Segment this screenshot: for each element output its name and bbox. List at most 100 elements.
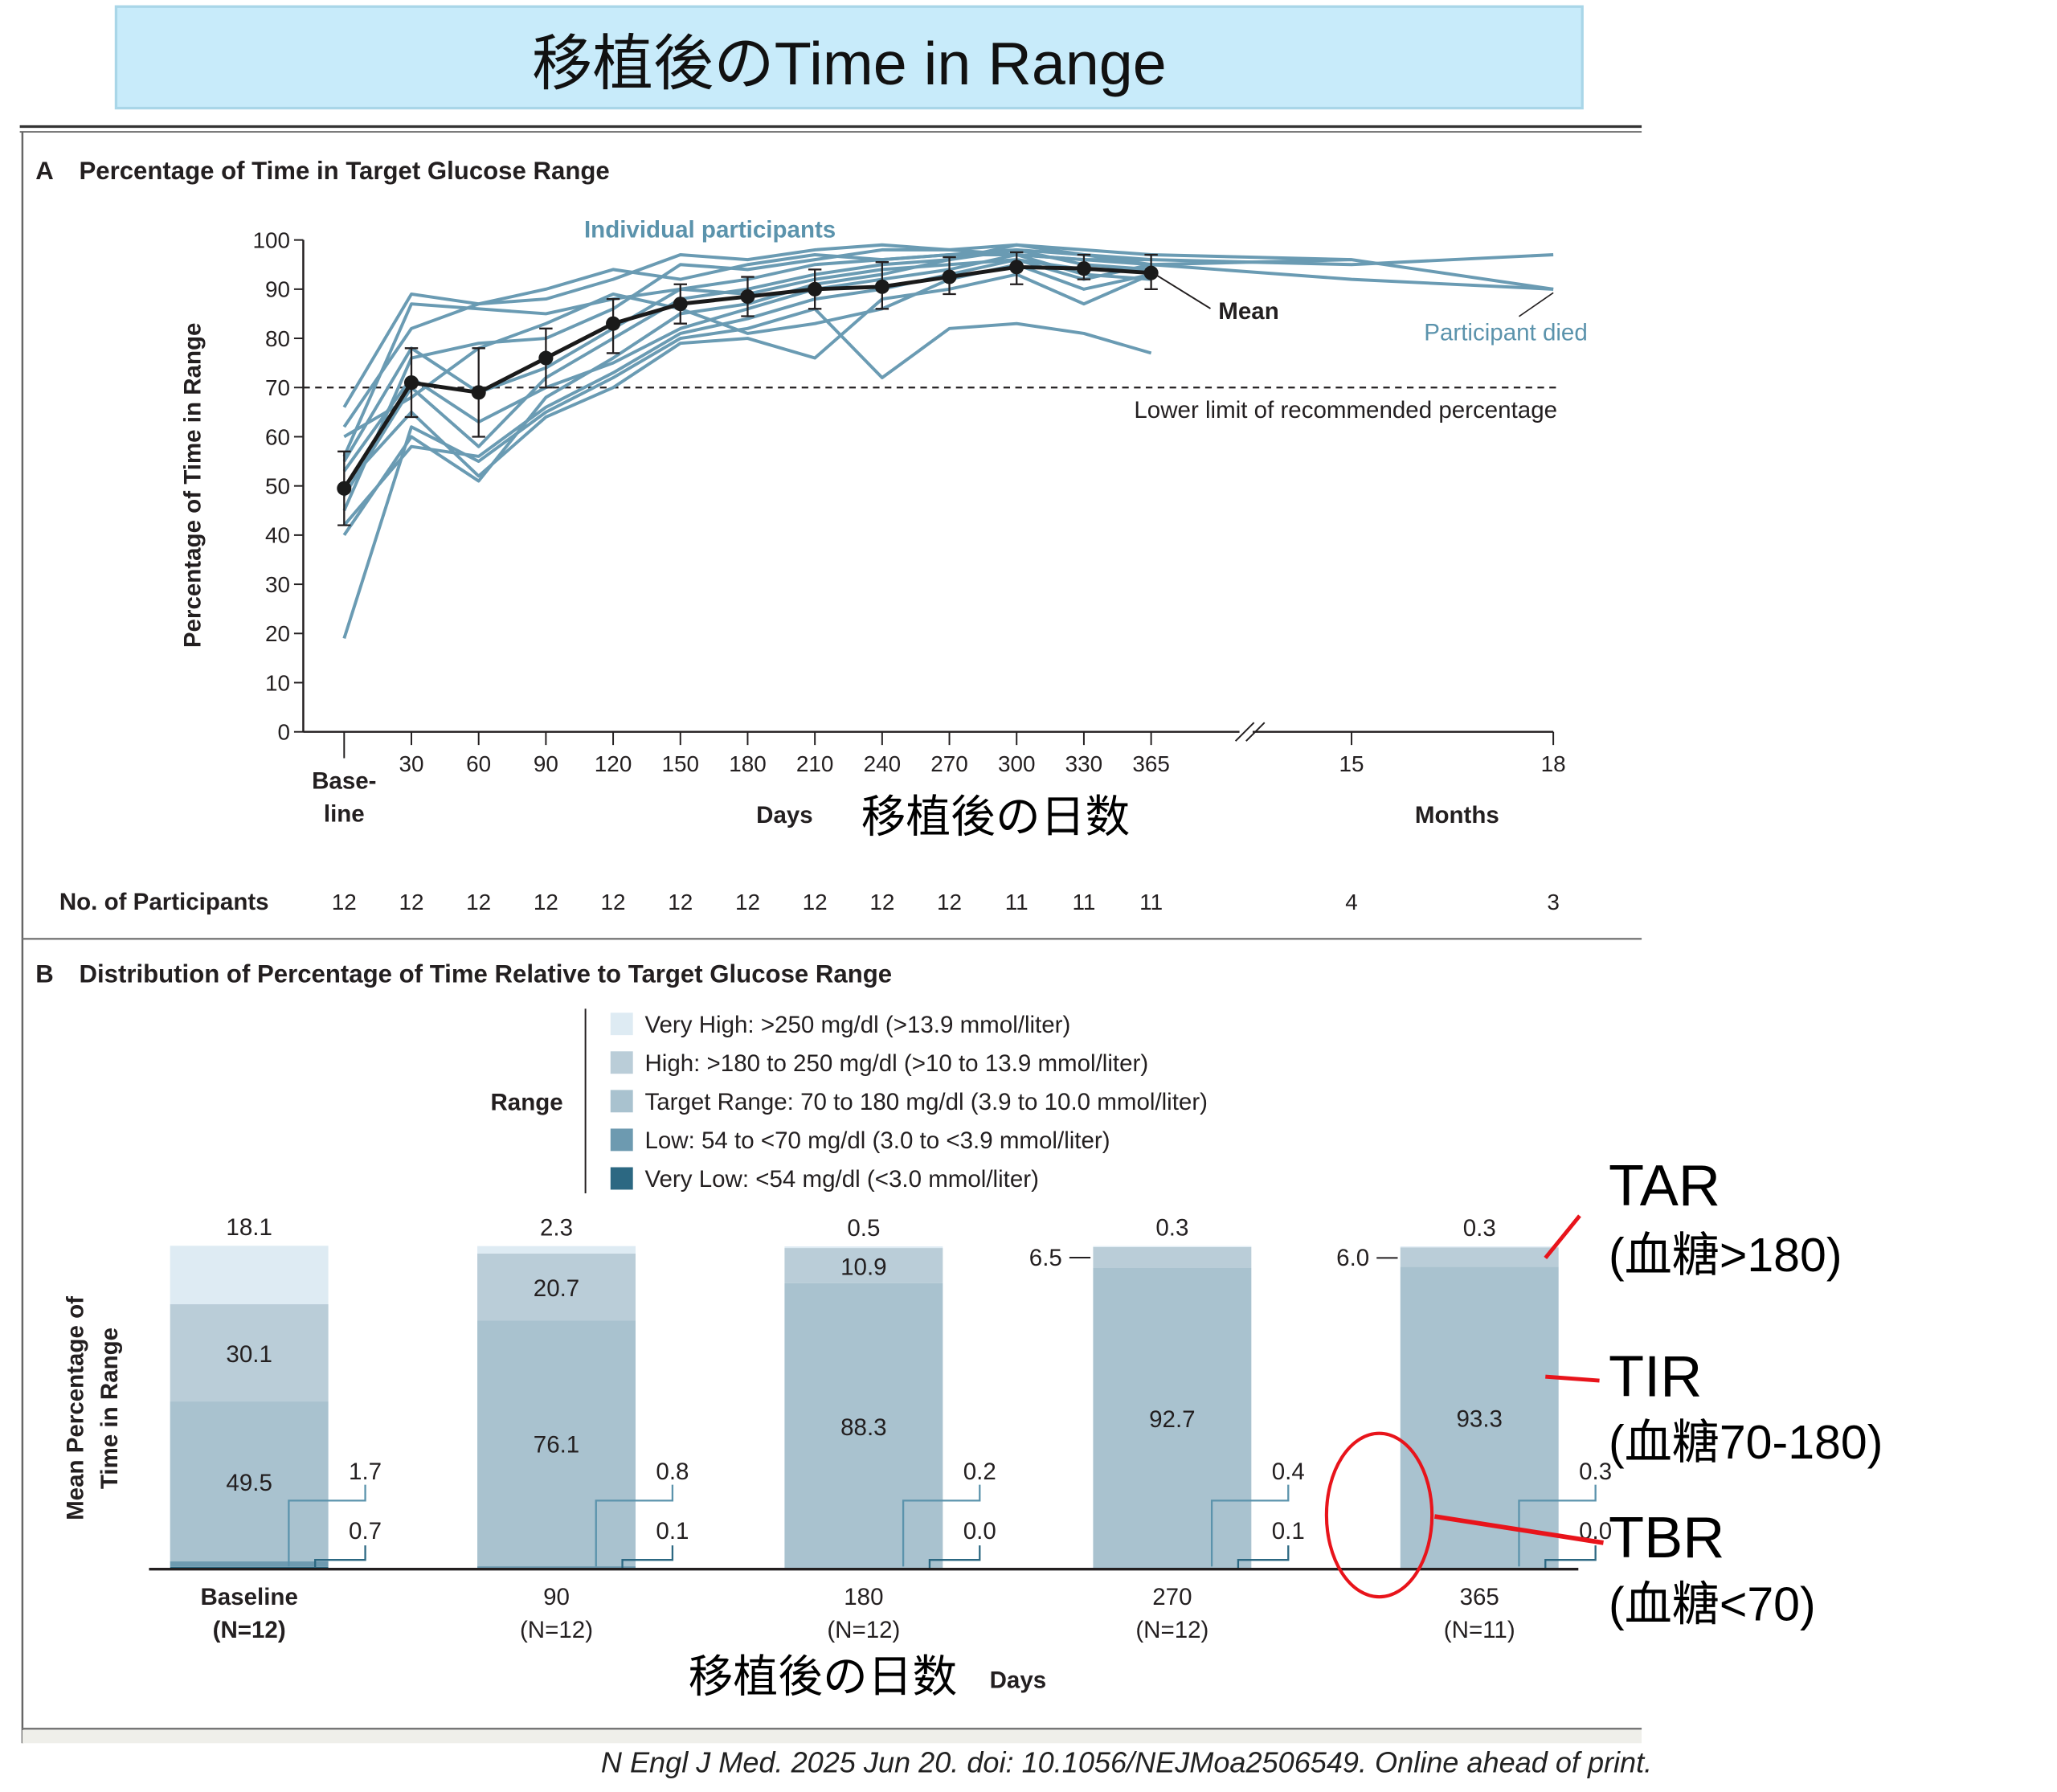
mean-point (740, 289, 755, 305)
bar-segment-target (170, 1401, 329, 1562)
participant-count: 4 (1345, 890, 1358, 914)
bar-label-low: 0.8 (656, 1459, 689, 1485)
legend-swatch (610, 1128, 633, 1152)
category-n: (N=12) (520, 1617, 593, 1643)
participant-line (342, 307, 1152, 640)
bar-segment-high (1093, 1246, 1252, 1268)
citation: N Engl J Med. 2025 Jun 20. doi: 10.1056/… (601, 1745, 1652, 1778)
y-tick-label: 50 (265, 474, 290, 499)
bar-segment-target (477, 1320, 636, 1567)
months-label: Months (1415, 802, 1499, 828)
mean-point (942, 269, 957, 284)
baseline-tick-2: line (324, 800, 365, 827)
mean-point (1076, 261, 1091, 276)
participant-count: 12 (399, 890, 423, 914)
plot-a: 0 10 20 30 40 50 60 70 80 90 100 12 30 12 60 12 90 12 120 1… (253, 227, 1566, 914)
legend-label: Target Range: 70 to 180 mg/dl (3.9 to 10… (644, 1089, 1208, 1115)
participants-label: No. of Participants (59, 889, 269, 915)
bar-segment-low (170, 1561, 329, 1567)
legend-label: Very Low: <54 mg/dl (<3.0 mmol/liter) (644, 1166, 1039, 1193)
low-leader (902, 1484, 981, 1567)
individual-label: Individual participants (584, 216, 836, 243)
mean-point (606, 316, 621, 331)
x-tick-label: 300 (998, 751, 1036, 776)
bar-segment-high (1400, 1247, 1559, 1267)
mean-point (1143, 265, 1159, 280)
panel-b-letter: B (35, 959, 54, 988)
panel-b-ylabel-2: Time in Range (96, 1328, 123, 1489)
bar-segment-high (784, 1248, 943, 1283)
mean-point (471, 385, 486, 400)
bar-label-low: 0.4 (1272, 1459, 1305, 1485)
bar-label-very-high: 18.1 (226, 1214, 272, 1241)
very-low-leader (1237, 1545, 1290, 1569)
bar-label-very-low: 0.0 (963, 1518, 996, 1544)
bar-label-very-low: 0.1 (656, 1518, 689, 1544)
category-n: (N=11) (1444, 1617, 1515, 1643)
category-n: (N=12) (827, 1617, 900, 1643)
mean-point (673, 297, 688, 312)
bar-label-target: 49.5 (226, 1470, 272, 1496)
participant-line (342, 243, 1151, 428)
tbr-highlight-circle (1324, 1431, 1434, 1599)
mean-leader (1155, 273, 1211, 309)
y-tick-label: 70 (265, 375, 290, 400)
category-n: (N=12) (1135, 1617, 1208, 1643)
bar-label-very-low: 0.1 (1272, 1518, 1305, 1544)
participant-count: 3 (1547, 890, 1560, 914)
bar-label-high: 10.9 (840, 1254, 886, 1280)
category-label: 365 (1460, 1584, 1499, 1610)
y-tick-label: 0 (278, 720, 291, 745)
panel-b-ylabel-1: Mean Percentage of (62, 1296, 88, 1520)
participant-count: 11 (1072, 890, 1095, 914)
page-title: 移植後のTime in Range (532, 30, 1167, 97)
tar-sub: (血糖>180) (1609, 1229, 1842, 1282)
participant-line-extended (1151, 253, 1554, 267)
bar-label-high: 30.1 (226, 1341, 272, 1368)
mean-point (337, 481, 352, 496)
mean-point (403, 375, 419, 391)
tbr-label: TBR (1609, 1506, 1724, 1570)
participant-line-extended (1151, 263, 1554, 291)
legend-swatch (610, 1013, 633, 1036)
x-tick-label: 270 (930, 751, 968, 776)
category-n: (N=12) (213, 1617, 286, 1643)
participant-count: 12 (803, 890, 828, 914)
panel-b-title: Distribution of Percentage of Time Relat… (79, 959, 892, 988)
days-label-a: Days (756, 802, 813, 828)
y-tick-label: 20 (265, 621, 290, 646)
legend-swatch (610, 1090, 633, 1113)
bar-label-target: 88.3 (840, 1414, 886, 1441)
bar-label-target: 92.7 (1149, 1406, 1195, 1433)
participant-count: 12 (869, 890, 894, 914)
tar-pointer (1544, 1214, 1581, 1259)
tir-pointer (1545, 1374, 1600, 1383)
tbr-sub: (血糖<70) (1609, 1578, 1816, 1631)
very-low-leader (928, 1545, 981, 1569)
bar-segment-very_high (170, 1246, 329, 1305)
bar-segment-very_high (477, 1246, 636, 1254)
bar-label-high: 20.7 (534, 1275, 579, 1302)
low-leader (1518, 1484, 1597, 1567)
x-tick-label: 365 (1132, 751, 1170, 776)
legend-swatch (610, 1051, 633, 1074)
mean-point (874, 279, 889, 294)
bar-label-very-high: 0.3 (1155, 1215, 1188, 1242)
x-tick-label: 240 (864, 751, 902, 776)
bar-label-low: 0.3 (1579, 1459, 1612, 1485)
legend-label: Low: 54 to <70 mg/dl (3.0 to <3.9 mmol/l… (644, 1127, 1110, 1154)
bar-segment-high (170, 1304, 329, 1402)
category-label: 180 (844, 1584, 883, 1610)
days-label-b-ja: 移植後の日数 (689, 1651, 958, 1701)
x-tick-label: 210 (796, 751, 834, 776)
participant-line-extended (1151, 258, 1352, 267)
x-tick-label: 180 (729, 751, 767, 776)
x-tick-label: 150 (662, 751, 700, 776)
y-tick-label: 90 (265, 277, 290, 302)
participant-count: 12 (668, 890, 693, 914)
legend-title: Range (490, 1090, 562, 1116)
bar-label-very-high: 0.3 (1463, 1215, 1496, 1242)
y-tick-label: 80 (265, 326, 290, 351)
axis-break-mark (1234, 722, 1255, 742)
